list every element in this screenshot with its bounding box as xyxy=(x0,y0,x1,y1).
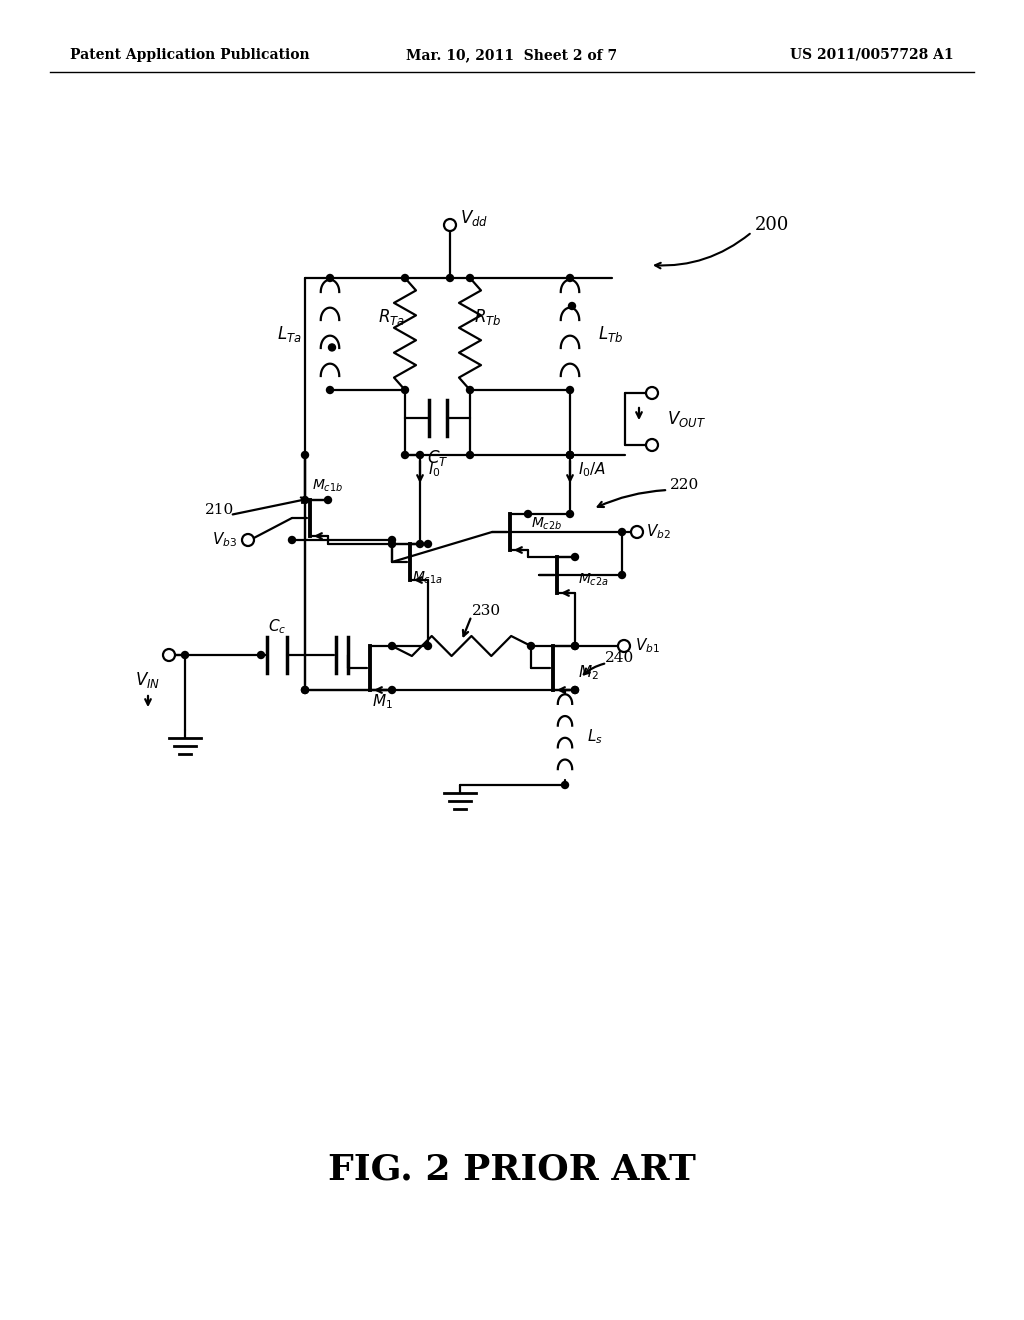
Text: $V_{dd}$: $V_{dd}$ xyxy=(460,209,488,228)
Text: $V_{b2}$: $V_{b2}$ xyxy=(646,523,671,541)
Text: $C_c$: $C_c$ xyxy=(268,618,286,636)
Circle shape xyxy=(417,540,424,548)
Text: 230: 230 xyxy=(471,605,501,618)
Text: FIG. 2 PRIOR ART: FIG. 2 PRIOR ART xyxy=(328,1152,696,1187)
Circle shape xyxy=(417,451,424,458)
Circle shape xyxy=(631,525,643,539)
Circle shape xyxy=(329,345,336,351)
Circle shape xyxy=(571,686,579,693)
Circle shape xyxy=(618,640,630,652)
Circle shape xyxy=(257,652,264,659)
Text: 210: 210 xyxy=(205,503,234,517)
Circle shape xyxy=(446,275,454,281)
Circle shape xyxy=(618,572,626,578)
Circle shape xyxy=(401,275,409,281)
Text: $C_T$: $C_T$ xyxy=(427,447,449,469)
Circle shape xyxy=(566,275,573,281)
Circle shape xyxy=(571,553,579,561)
Text: $R_{Ta}$: $R_{Ta}$ xyxy=(378,308,406,327)
Circle shape xyxy=(401,451,409,458)
Text: $I_0/A$: $I_0/A$ xyxy=(578,461,606,479)
Circle shape xyxy=(618,528,626,536)
Text: $V_{b3}$: $V_{b3}$ xyxy=(212,531,237,549)
Text: $L_{Tb}$: $L_{Tb}$ xyxy=(598,323,624,345)
Text: $I_0$: $I_0$ xyxy=(428,461,440,479)
Text: $M_{c2a}$: $M_{c2a}$ xyxy=(578,572,609,589)
Text: Patent Application Publication: Patent Application Publication xyxy=(70,48,309,62)
Circle shape xyxy=(571,643,579,649)
Circle shape xyxy=(181,652,188,659)
Circle shape xyxy=(425,643,431,649)
Circle shape xyxy=(388,643,395,649)
Text: 200: 200 xyxy=(755,216,790,234)
Circle shape xyxy=(467,275,473,281)
Text: Mar. 10, 2011  Sheet 2 of 7: Mar. 10, 2011 Sheet 2 of 7 xyxy=(407,48,617,62)
Circle shape xyxy=(301,451,308,458)
Circle shape xyxy=(568,302,575,309)
Circle shape xyxy=(524,511,531,517)
Text: $L_{Ta}$: $L_{Ta}$ xyxy=(278,323,302,345)
Text: $L_s$: $L_s$ xyxy=(587,727,603,746)
Circle shape xyxy=(301,496,308,503)
Circle shape xyxy=(566,387,573,393)
Circle shape xyxy=(301,686,308,693)
Text: $M_1$: $M_1$ xyxy=(372,693,393,711)
Circle shape xyxy=(571,686,579,693)
Text: $M_{c1b}$: $M_{c1b}$ xyxy=(312,478,343,494)
Circle shape xyxy=(425,540,431,548)
Circle shape xyxy=(289,536,296,544)
Text: $R_{Tb}$: $R_{Tb}$ xyxy=(474,308,502,327)
Text: $M_2$: $M_2$ xyxy=(578,664,599,682)
Text: $V_{OUT}$: $V_{OUT}$ xyxy=(667,409,706,429)
Circle shape xyxy=(242,535,254,546)
Circle shape xyxy=(388,536,395,544)
Circle shape xyxy=(566,451,573,458)
Text: $V_{IN}$: $V_{IN}$ xyxy=(135,671,161,690)
Text: $M_{c1a}$: $M_{c1a}$ xyxy=(412,570,442,586)
Circle shape xyxy=(388,540,395,548)
Circle shape xyxy=(566,511,573,517)
Circle shape xyxy=(301,686,308,693)
Circle shape xyxy=(327,387,334,393)
Circle shape xyxy=(401,387,409,393)
Circle shape xyxy=(646,440,658,451)
Circle shape xyxy=(467,387,473,393)
Circle shape xyxy=(325,496,332,503)
Circle shape xyxy=(163,649,175,661)
Circle shape xyxy=(327,275,334,281)
Text: US 2011/0057728 A1: US 2011/0057728 A1 xyxy=(791,48,954,62)
Circle shape xyxy=(566,451,573,458)
Circle shape xyxy=(527,643,535,649)
Text: 220: 220 xyxy=(670,478,699,492)
Text: 240: 240 xyxy=(605,651,634,665)
Circle shape xyxy=(566,451,573,458)
Circle shape xyxy=(388,686,395,693)
Text: $V_{b1}$: $V_{b1}$ xyxy=(635,636,659,655)
Circle shape xyxy=(561,781,568,788)
Circle shape xyxy=(571,643,579,649)
Circle shape xyxy=(467,451,473,458)
Text: $M_{c2b}$: $M_{c2b}$ xyxy=(531,516,562,532)
Circle shape xyxy=(444,219,456,231)
Circle shape xyxy=(646,387,658,399)
